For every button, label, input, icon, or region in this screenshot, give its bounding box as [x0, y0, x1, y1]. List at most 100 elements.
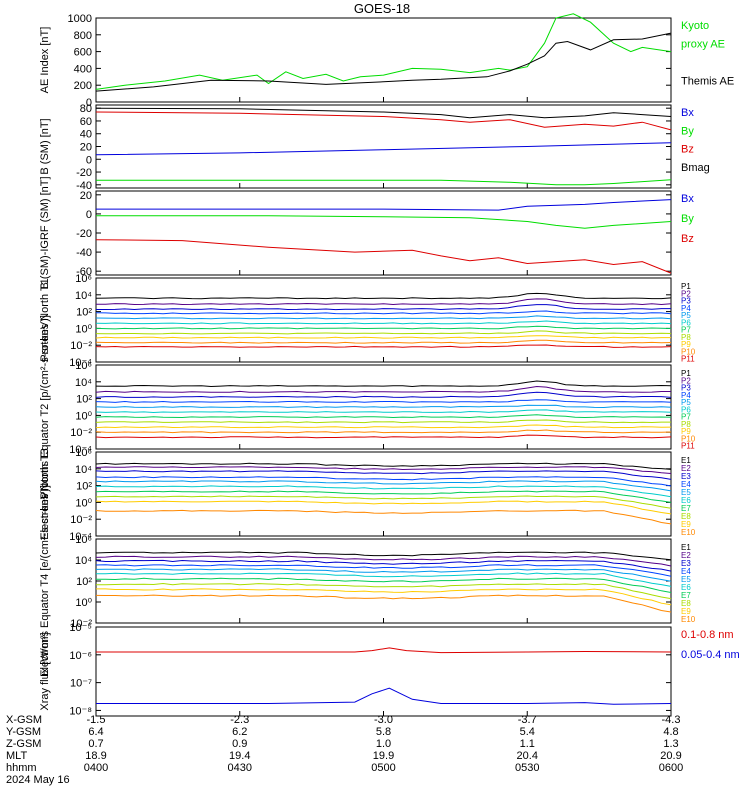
x-axis-value: 0500: [371, 762, 395, 774]
legend-label: E7: [681, 591, 691, 600]
x-axis-value: 0430: [228, 762, 252, 774]
series-line-E1: [95, 462, 672, 470]
x-axis-value: 20.4: [517, 750, 538, 762]
y-tick-label: 10⁰: [75, 497, 92, 509]
legend-label: Bx: [681, 193, 694, 205]
series-line-1: [96, 199, 672, 211]
series-line-P11: [95, 434, 672, 439]
x-axis-value: 0.9: [232, 738, 247, 750]
series-line-P8: [95, 419, 671, 424]
x-axis-value: 19.4: [229, 750, 250, 762]
legend-label: E10: [681, 528, 696, 537]
y-tick-label: 10⁻²: [70, 340, 92, 352]
y-tick-label: 800: [74, 30, 92, 42]
legend-label: P5: [681, 311, 691, 320]
series-line-1: [95, 142, 672, 156]
legend-label: P6: [681, 318, 691, 327]
legend-label: P10: [681, 434, 696, 443]
y-tick-label: -60: [76, 266, 92, 278]
x-axis-value: 1.1: [520, 738, 535, 750]
series-line-P3: [96, 304, 671, 311]
y-tick-label: -20: [76, 167, 92, 179]
y-tick-label: 10²: [76, 307, 92, 319]
series-line-E7: [95, 490, 672, 503]
panel-frame: [95, 104, 672, 189]
legend-label: E8: [681, 512, 691, 521]
y-tick-label: 60: [80, 116, 92, 128]
y-tick-label: 10⁰: [75, 410, 92, 422]
y-tick-label: 1000: [68, 13, 92, 25]
y-tick-label: 600: [74, 47, 92, 59]
legend-label: E8: [681, 599, 691, 608]
x-axis-value: 19.9: [373, 750, 394, 762]
series-line-P4: [95, 399, 672, 403]
y-tick-label: 10²: [76, 394, 92, 406]
y-tick-label: 10⁻²: [70, 427, 92, 439]
y-tick-label: 10⁻⁴: [69, 444, 92, 456]
legend-label: P5: [681, 398, 691, 407]
series-line-P9: [95, 424, 672, 429]
series-line-P9: [95, 335, 671, 339]
legend-label: E5: [681, 575, 691, 584]
legend-label: E4: [681, 567, 691, 576]
panel-5: 10⁻⁴ 10⁻² 10⁰ 10² 10⁴ 10⁶ Protons Equator T2 […: [39, 315, 696, 499]
x-axis-value: 18.9: [85, 750, 106, 762]
legend-label: P11: [681, 355, 695, 364]
x-axis-row-label: MLT: [6, 750, 27, 762]
legend-label: P4: [681, 391, 691, 400]
legend-label: E2: [681, 551, 691, 560]
plot-title: GOES-18: [354, 1, 410, 16]
series-line-P5: [95, 315, 672, 320]
panel-frame: [95, 277, 672, 363]
series-line-E7: [95, 577, 672, 593]
x-axis-value: 0600: [659, 762, 683, 774]
series-line-E3: [95, 559, 672, 572]
legend-label: Bx: [681, 107, 694, 119]
series-line-P3: [95, 391, 672, 398]
y-tick-label: 20: [80, 190, 92, 202]
y-tick-label: 10⁰: [75, 323, 92, 335]
legend-label: E1: [681, 456, 691, 465]
x-axis-value: 5.4: [520, 726, 535, 738]
legend-label: E9: [681, 607, 691, 616]
legend-label: P1: [681, 369, 691, 378]
y-tick-label: 10⁻⁴: [69, 357, 92, 369]
legend-label: P11: [681, 442, 695, 451]
series-line-E8: [95, 495, 672, 509]
x-axis-row-label: hhmm: [6, 762, 37, 774]
legend-label: P9: [681, 427, 691, 436]
legend-label: Kyoto: [681, 20, 709, 32]
panel-6: 10⁻⁴ 10⁻² 10⁰ 10² 10⁴ 10⁶ Electrons North T3 E1…: [39, 447, 696, 543]
series-line-E3: [95, 470, 672, 480]
y-tick-label: 400: [74, 63, 92, 75]
series-line-E8: [96, 582, 672, 600]
legend-label: E6: [681, 496, 691, 505]
y-tick-label: 10⁴: [75, 555, 92, 567]
panel-8: 10⁻⁸ 10⁻⁷ 10⁻⁶ 10⁻⁵ Xray flux [W/m²] 0.1-0.8 …: [39, 622, 740, 717]
series-line-E9: [95, 500, 672, 515]
legend-label: E6: [681, 583, 691, 592]
panel-3: -60 -40 -20 0 20 B (SM)-IGRF (SM) [nT] Bx By Bz: [39, 176, 694, 289]
y-axis-label: Electrons North T3: [39, 448, 51, 540]
legend-label: Bz: [681, 144, 694, 156]
x-axis-value: 1.0: [376, 738, 391, 750]
series-line-P6: [95, 409, 672, 414]
y-axis-label: Xray flux [W/m²]: [39, 632, 51, 710]
series-line-P2: [95, 385, 671, 393]
series-line-2: [95, 32, 672, 92]
legend-label: P7: [681, 413, 691, 422]
series-line-E10: [95, 594, 672, 613]
legend-label: E10: [681, 615, 696, 624]
y-tick-label: 10⁴: [75, 377, 92, 389]
y-axis-label: Electrons Equator T4 [e/(cm²-s-sr-keV)]: [39, 485, 51, 677]
legend-label: P2: [681, 376, 691, 385]
series-line-2: [96, 179, 672, 186]
series-line-E2: [95, 555, 672, 567]
x-axis-value: 6.2: [232, 726, 247, 738]
y-tick-label: 40: [80, 129, 92, 141]
legend-label: Bz: [681, 233, 694, 245]
y-tick-label: 10⁻⁸: [69, 705, 92, 717]
y-tick-label: 10⁻⁵: [69, 622, 92, 634]
series-line-P4: [95, 310, 672, 315]
